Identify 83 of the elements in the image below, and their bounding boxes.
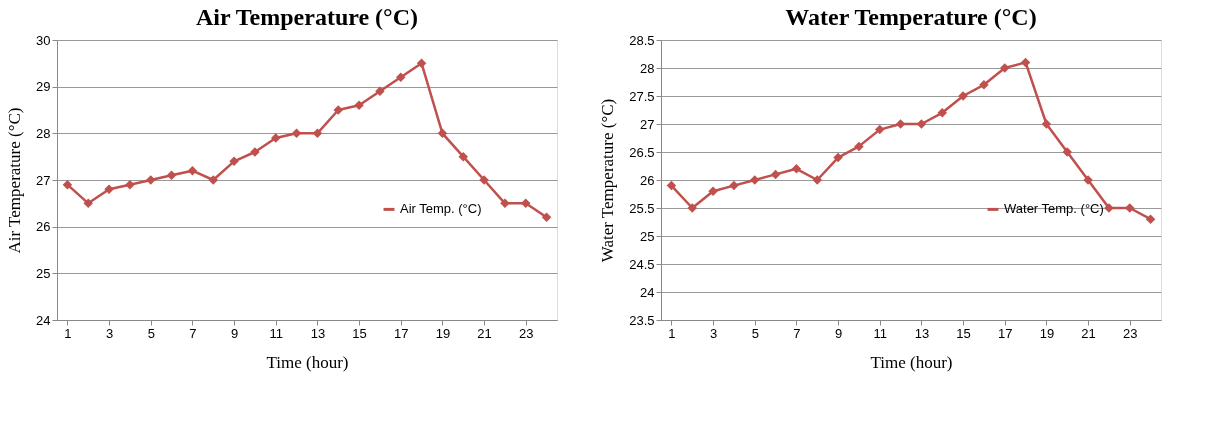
point — [437, 128, 448, 139]
y-tick-label: 23.5 — [629, 312, 655, 328]
x-tick-label: 19 — [1039, 325, 1055, 341]
point — [83, 198, 93, 209]
y-tick-label: 24.5 — [629, 256, 655, 272]
point — [770, 169, 781, 180]
y-tick-label: 29 — [36, 79, 51, 95]
point — [729, 180, 739, 191]
point — [875, 124, 885, 135]
legend-label: Air Temp. (°C) — [400, 201, 482, 217]
x-tick-label: 21 — [1081, 325, 1096, 341]
y-tick-label: 27 — [36, 172, 51, 188]
point — [708, 186, 718, 196]
x-tick-label: 7 — [793, 325, 801, 341]
y-tick-label: 25.5 — [629, 200, 655, 216]
x-tick-label: 21 — [477, 325, 492, 341]
y-tick-label: 26 — [36, 219, 51, 235]
y-tick-label: 27 — [640, 116, 655, 132]
x-axis-title: Time (hour) — [870, 352, 953, 372]
y-tick-label: 27.5 — [629, 88, 655, 104]
y-tick-label: 26 — [640, 172, 655, 188]
x-tick-label: 3 — [105, 325, 114, 341]
point — [791, 164, 802, 174]
point — [666, 180, 677, 191]
chart-title: Air Temperature (°C) — [195, 4, 419, 30]
point — [125, 179, 135, 190]
x-tick-label: 5 — [751, 325, 759, 341]
y-tick-label: 25 — [36, 265, 51, 281]
point — [521, 198, 531, 209]
point — [979, 80, 989, 90]
point — [291, 128, 302, 139]
point — [1145, 214, 1156, 224]
y-tick-label: 28 — [640, 60, 655, 76]
y-tick-label: 28 — [36, 125, 51, 141]
y-axis-title: Water Temperature (°C) — [598, 98, 618, 263]
x-tick-label: 11 — [873, 325, 887, 341]
x-tick-label: 15 — [352, 325, 367, 341]
point — [375, 86, 385, 97]
point — [166, 170, 177, 181]
x-tick-label: 17 — [394, 325, 409, 341]
point — [833, 152, 843, 163]
y-tick-label: 30 — [36, 32, 51, 48]
point — [937, 108, 947, 118]
x-tick-label: 1 — [64, 325, 72, 341]
point — [354, 100, 364, 111]
y-tick-label: 24 — [640, 284, 655, 300]
x-tick-label: 19 — [435, 325, 451, 341]
point — [541, 212, 552, 223]
x-tick-label: 9 — [230, 325, 239, 341]
point — [458, 151, 468, 162]
x-tick-label: 13 — [914, 325, 930, 341]
point — [229, 156, 239, 167]
x-tick-label: 1 — [668, 325, 676, 341]
x-tick-label: 3 — [709, 325, 718, 341]
point — [895, 119, 906, 129]
point — [312, 128, 323, 139]
x-tick-label: 11 — [269, 325, 283, 341]
x-tick-label: 17 — [998, 325, 1013, 341]
x-axis-title: Time (hour) — [266, 352, 349, 372]
point — [916, 119, 927, 129]
point — [854, 141, 864, 152]
x-tick-label: 9 — [834, 325, 843, 341]
y-axis-title: Air Temperature (°C) — [5, 107, 25, 254]
x-tick-label: 23 — [1123, 325, 1138, 341]
point — [1041, 119, 1052, 129]
y-tick-label: 24 — [36, 312, 51, 328]
x-tick-label: 13 — [310, 325, 326, 341]
point — [416, 58, 427, 69]
point — [104, 184, 114, 195]
point — [500, 198, 510, 209]
point — [187, 165, 198, 176]
x-tick-label: 15 — [956, 325, 971, 341]
point — [396, 72, 406, 83]
y-tick-label: 28.5 — [629, 32, 655, 48]
x-tick-label: 23 — [519, 325, 534, 341]
y-tick-label: 26.5 — [629, 144, 655, 160]
y-tick-label: 25 — [640, 228, 655, 244]
legend-label: Water Temp. (°C) — [1004, 201, 1104, 217]
chart-title: Water Temperature (°C) — [785, 4, 1037, 30]
x-tick-label: 7 — [189, 325, 197, 341]
x-tick-label: 5 — [147, 325, 155, 341]
point — [62, 179, 73, 190]
point — [1020, 57, 1031, 68]
